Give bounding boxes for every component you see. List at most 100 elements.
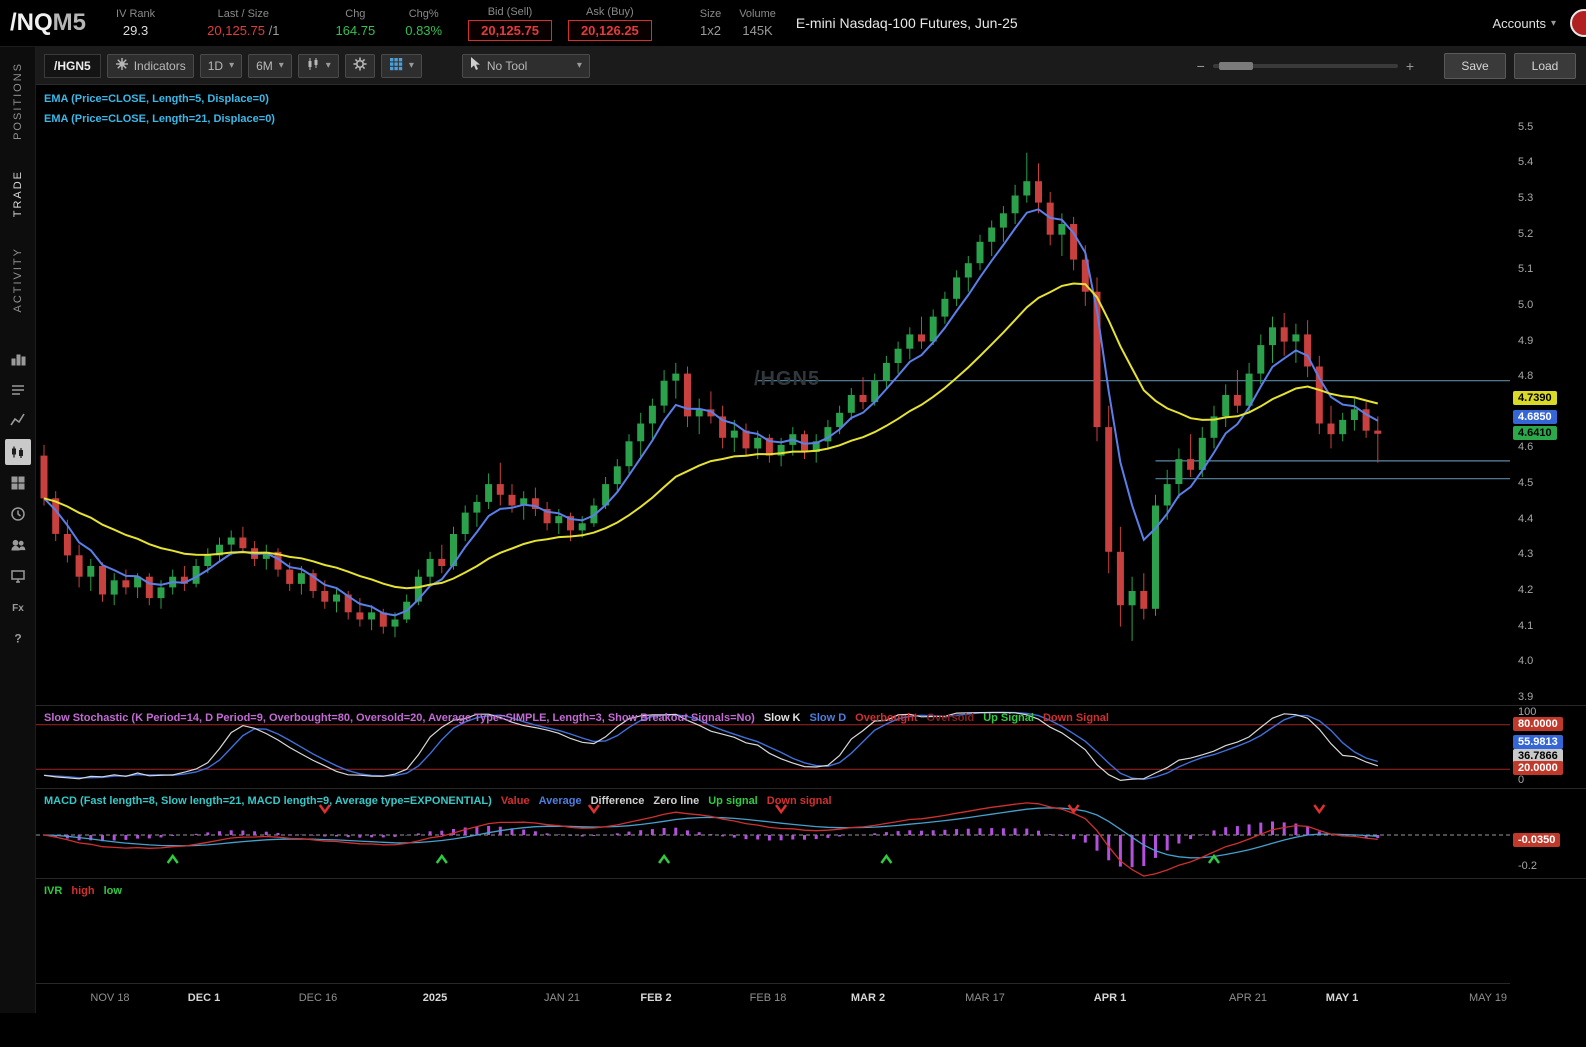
axis-tick: 4.6 — [1518, 441, 1533, 453]
axis-tick: 0 — [1518, 774, 1524, 786]
chg-pct-stat: Chg% 0.83% — [405, 8, 442, 38]
ask-block: Ask (Buy) 20,126.25 — [568, 6, 652, 41]
time-axis-label: MAY 19 — [1453, 992, 1523, 1004]
stochastic-legend: Slow Stochastic (K Period=14, D Period=9… — [44, 712, 1118, 724]
axis-badge: 4.6850 — [1513, 410, 1557, 424]
time-axis-label: FEB 2 — [621, 992, 691, 1004]
scan-icon[interactable] — [5, 346, 31, 372]
last-value: 20,125.75 — [207, 23, 265, 38]
chg-label: Chg — [335, 8, 375, 20]
axis-tick: 5.2 — [1518, 228, 1533, 240]
left-sidebar: POSITIONS TRADE ACTIVITY Fx? — [0, 47, 36, 1047]
stochastic-axis[interactable]: 100080.000055.981336.786620.0000 — [1510, 706, 1586, 788]
load-button[interactable]: Load — [1514, 53, 1576, 79]
community-icon[interactable] — [5, 532, 31, 558]
time-axis-label: APR 21 — [1213, 992, 1283, 1004]
chart-settings-button[interactable] — [345, 54, 375, 78]
sidebar-icon-rail: Fx? — [5, 346, 31, 656]
time-axis-label: DEC 1 — [169, 992, 239, 1004]
macd-legend: MACD (Fast length=8, Slow length=21, MAC… — [44, 795, 841, 807]
grid-icon[interactable] — [5, 470, 31, 496]
legend-item: Down Signal — [1043, 712, 1109, 724]
axis-tick: 4.5 — [1518, 477, 1533, 489]
legend-title: Slow Stochastic (K Period=14, D Period=9… — [44, 712, 755, 724]
accounts-dropdown[interactable]: Accounts ▾ — [1492, 16, 1556, 31]
time-axis-label: FEB 18 — [733, 992, 803, 1004]
history-icon[interactable] — [5, 501, 31, 527]
chg-pct-value: 0.83% — [405, 23, 442, 38]
legend-item: Zero line — [653, 795, 699, 807]
zoom-out-button[interactable]: − — [1197, 58, 1205, 74]
time-axis-label: JAN 21 — [527, 992, 597, 1004]
price-axis[interactable]: 5.55.45.35.25.15.04.94.84.64.54.44.34.24… — [1510, 85, 1586, 705]
watchlist-icon[interactable] — [5, 377, 31, 403]
time-axis[interactable]: NOV 18DEC 1DEC 162025JAN 21FEB 2FEB 18MA… — [36, 983, 1510, 1013]
size-label: Size — [700, 8, 721, 20]
indicators-icon — [115, 57, 129, 74]
help-icon[interactable]: ? — [5, 625, 31, 651]
macd-pane: MACD (Fast length=8, Slow length=21, MAC… — [36, 788, 1586, 878]
zoom-slider[interactable] — [1213, 64, 1398, 68]
axis-badge: 4.6410 — [1513, 426, 1557, 440]
alerts-icon[interactable] — [5, 408, 31, 434]
sidebar-tab-activity[interactable]: ACTIVITY — [12, 247, 24, 313]
svg-text:?: ? — [14, 631, 21, 645]
accounts-label: Accounts — [1492, 16, 1545, 31]
header-symbol[interactable]: /NQM5 — [10, 9, 86, 37]
sidebar-tab-trade[interactable]: TRADE — [12, 170, 24, 217]
legend-item: Up Signal — [983, 712, 1034, 724]
bid-block: Bid (Sell) 20,125.75 — [468, 6, 552, 41]
legend-title: MACD (Fast length=8, Slow length=21, MAC… — [44, 795, 492, 807]
footer-strip — [0, 1013, 1586, 1047]
iv-rank-value: 29.3 — [116, 23, 155, 38]
chevron-down-icon: ▾ — [1551, 18, 1556, 29]
indicators-label: Indicators — [134, 59, 186, 73]
axis-badge: 80.0000 — [1513, 717, 1563, 731]
timeframe-dropdown[interactable]: 1D ▾ — [200, 54, 242, 78]
candlestick-style-icon — [306, 57, 320, 74]
ask-buy-button[interactable]: 20,126.25 — [568, 20, 652, 41]
grid-layout-dropdown[interactable]: ▾ — [381, 54, 422, 78]
volume-stat: Volume 145K — [739, 8, 776, 38]
price-pane: EMA (Price=CLOSE, Length=5, Displace=0)E… — [36, 85, 1586, 705]
indicators-button[interactable]: Indicators — [107, 54, 194, 78]
range-value: 6M — [256, 59, 273, 73]
price-chart-canvas[interactable] — [36, 85, 1510, 705]
app-logo-icon[interactable] — [1570, 9, 1586, 37]
chevron-down-icon: ▾ — [326, 60, 331, 71]
range-dropdown[interactable]: 6M ▾ — [248, 54, 292, 78]
chg-pct-label: Chg% — [405, 8, 442, 20]
zoom-slider-handle[interactable] — [1219, 62, 1253, 70]
forex-icon[interactable]: Fx — [5, 594, 31, 620]
last-size-label: Last / Size — [207, 8, 279, 20]
ivr-legend: IVRhighlow — [44, 885, 131, 897]
time-axis-label: APR 1 — [1075, 992, 1145, 1004]
ema-study-label: EMA (Price=CLOSE, Length=21, Displace=0) — [44, 113, 275, 125]
cursor-icon — [470, 57, 482, 74]
legend-item: Oversold — [927, 712, 975, 724]
chart-symbol-input[interactable]: /HGN5 — [44, 54, 101, 78]
sidebar-tab-positions[interactable]: POSITIONS — [12, 62, 24, 140]
time-axis-label: MAY 1 — [1307, 992, 1377, 1004]
symbol-month: M5 — [53, 9, 86, 37]
last-size-stat: Last / Size 20,125.75 /1 — [207, 8, 279, 38]
axis-tick: 4.3 — [1518, 548, 1533, 560]
screen-icon[interactable] — [5, 563, 31, 589]
svg-text:Fx: Fx — [12, 603, 24, 614]
charts-icon[interactable] — [5, 439, 31, 465]
volume-value: 145K — [739, 23, 776, 38]
stochastic-pane: Slow Stochastic (K Period=14, D Period=9… — [36, 705, 1586, 788]
axis-tick: 4.9 — [1518, 335, 1533, 347]
axis-badge: -0.0350 — [1513, 833, 1560, 847]
ivr-pane: IVRhighlow — [36, 878, 1586, 983]
bid-sell-button[interactable]: 20,125.75 — [468, 20, 552, 41]
iv-rank-stat: IV Rank 29.3 — [116, 8, 155, 38]
macd-axis[interactable]: -0.2-0.0350 — [1510, 789, 1586, 878]
last-size: /1 — [269, 23, 280, 38]
chart-style-dropdown[interactable]: ▾ — [298, 54, 339, 78]
time-axis-label: MAR 2 — [833, 992, 903, 1004]
zoom-in-button[interactable]: + — [1406, 58, 1414, 74]
save-button[interactable]: Save — [1444, 53, 1506, 79]
time-axis-label: NOV 18 — [75, 992, 145, 1004]
drawing-tool-dropdown[interactable]: No Tool ▾ — [462, 54, 590, 78]
